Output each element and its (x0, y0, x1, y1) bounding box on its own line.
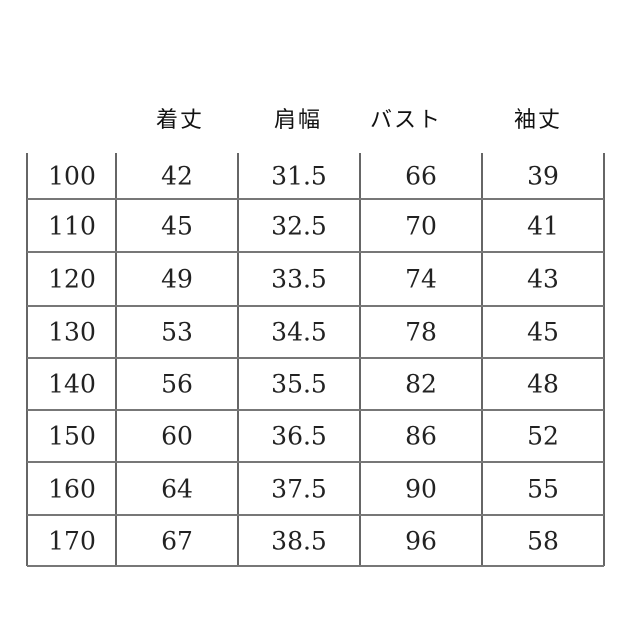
header-length: 着丈 (155, 108, 205, 133)
cell-length: 67 (161, 526, 193, 555)
cell-size: 100 (48, 161, 96, 191)
cell-length: 49 (161, 264, 193, 294)
grid-horizontal-line (27, 251, 604, 253)
cell-size: 170 (48, 526, 96, 555)
cell-sleeve: 52 (527, 421, 559, 451)
cell-sleeve: 58 (527, 526, 559, 555)
cell-size: 140 (48, 369, 96, 399)
cell-sleeve: 39 (527, 161, 559, 191)
cell-shoulder: 38.5 (271, 526, 327, 555)
grid-horizontal-line (27, 305, 604, 307)
cell-bust: 86 (405, 421, 437, 451)
cell-shoulder: 31.5 (271, 161, 327, 191)
cell-shoulder: 36.5 (271, 421, 327, 451)
cell-bust: 70 (405, 211, 437, 240)
grid-vertical-line (481, 153, 483, 566)
cell-sleeve: 41 (527, 211, 559, 240)
size-chart-table: 100 42 31.5 66 39 110 45 32.5 70 41 120 49 33.5 74 43 1… (26, 153, 605, 567)
cell-size: 130 (48, 317, 96, 347)
cell-length: 53 (161, 317, 193, 347)
grid-vertical-line (359, 153, 361, 566)
cell-shoulder: 37.5 (271, 474, 327, 503)
cell-length: 64 (161, 474, 193, 503)
cell-bust: 96 (405, 526, 437, 555)
grid-horizontal-line (27, 565, 604, 567)
cell-size: 160 (48, 474, 96, 503)
grid-vertical-line (237, 153, 239, 566)
cell-shoulder: 34.5 (271, 317, 327, 347)
cell-size: 120 (48, 264, 96, 294)
cell-bust: 74 (405, 264, 437, 294)
grid-vertical-line (603, 153, 605, 566)
grid-horizontal-line (27, 198, 604, 200)
cell-sleeve: 48 (527, 369, 559, 399)
grid-horizontal-line (27, 461, 604, 463)
cell-size: 110 (48, 211, 96, 240)
grid-vertical-line (115, 153, 117, 566)
cell-length: 56 (161, 369, 193, 399)
cell-bust: 90 (405, 474, 437, 503)
cell-shoulder: 32.5 (271, 211, 327, 240)
header-sleeve: 袖丈 (513, 108, 563, 133)
cell-bust: 82 (405, 369, 437, 399)
cell-bust: 66 (405, 161, 437, 191)
cell-size: 150 (48, 421, 96, 451)
header-shoulder: 肩幅 (273, 108, 323, 133)
grid-horizontal-line (27, 409, 604, 411)
cell-shoulder: 33.5 (271, 264, 327, 294)
grid-horizontal-line (27, 514, 604, 516)
cell-bust: 78 (405, 317, 437, 347)
cell-length: 60 (161, 421, 193, 451)
cell-sleeve: 43 (527, 264, 559, 294)
cell-shoulder: 35.5 (271, 369, 327, 399)
cell-length: 42 (161, 161, 193, 191)
grid-vertical-line (26, 153, 28, 566)
grid-horizontal-line (27, 357, 604, 359)
cell-length: 45 (161, 211, 193, 240)
cell-sleeve: 45 (527, 317, 559, 347)
header-bust: バスト (369, 108, 443, 133)
cell-sleeve: 55 (527, 474, 559, 503)
